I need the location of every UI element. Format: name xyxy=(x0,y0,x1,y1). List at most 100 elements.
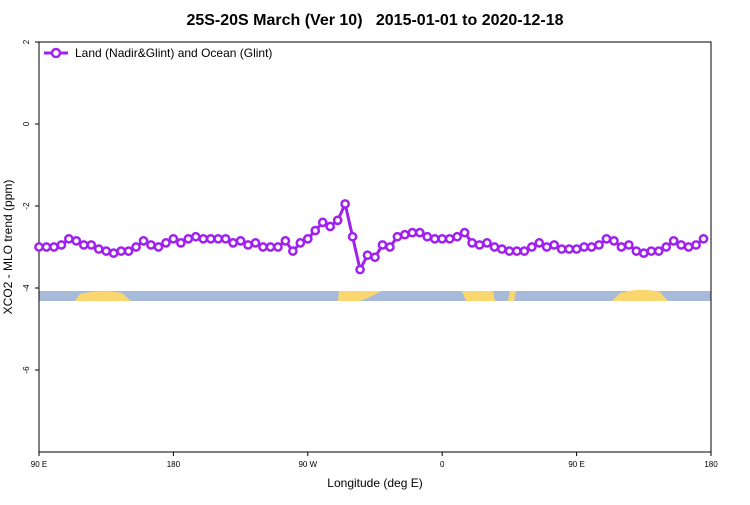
data-point xyxy=(683,242,694,252)
data-point xyxy=(429,233,440,244)
data-point xyxy=(280,236,291,246)
data-point xyxy=(444,233,455,244)
data-point xyxy=(146,240,156,250)
data-point xyxy=(504,246,515,256)
data-point xyxy=(482,238,492,248)
data-point xyxy=(273,242,283,252)
y-tick-label: -2 xyxy=(22,202,31,210)
data-point xyxy=(131,242,141,252)
land xyxy=(338,291,382,301)
y-tick-label: -4 xyxy=(22,284,31,292)
data-point xyxy=(616,242,627,252)
y-tick-label: 2 xyxy=(22,39,31,44)
data-point xyxy=(190,231,201,242)
data-point xyxy=(385,242,395,252)
data-point xyxy=(295,238,306,248)
data-point xyxy=(400,229,410,240)
data-point xyxy=(414,227,425,238)
data-point xyxy=(56,240,67,250)
data-point xyxy=(310,225,321,236)
data-point xyxy=(526,242,537,252)
data-point xyxy=(519,246,530,256)
data-point xyxy=(452,231,462,242)
legend-label: Land (Nadir&Glint) and Ocean (Glint) xyxy=(75,46,272,60)
data-point xyxy=(422,231,433,242)
data-point xyxy=(41,242,52,252)
data-point xyxy=(661,242,672,252)
data-point xyxy=(631,246,642,256)
x-tick-label: 90 W xyxy=(298,460,317,469)
data-point xyxy=(317,217,328,228)
x-tick-label: 90 E xyxy=(31,460,47,469)
data-point xyxy=(512,246,522,256)
land xyxy=(462,291,495,301)
data-point xyxy=(579,242,589,252)
data-point xyxy=(123,246,134,256)
data-point xyxy=(489,242,500,252)
data-point xyxy=(467,238,477,248)
data-point xyxy=(646,246,657,256)
data-point xyxy=(370,252,380,263)
data-point xyxy=(183,233,194,244)
data-point xyxy=(534,238,545,248)
data-point xyxy=(564,244,574,254)
legend-marker xyxy=(50,47,62,59)
data-point xyxy=(474,240,485,250)
data-point xyxy=(459,227,470,238)
data-point xyxy=(541,242,552,252)
data-point xyxy=(198,233,209,244)
data-point xyxy=(586,242,597,252)
data-point xyxy=(243,240,253,250)
data-point xyxy=(220,233,231,244)
data-point xyxy=(101,246,112,256)
data-point xyxy=(676,240,686,250)
data-point xyxy=(377,240,388,250)
data-point xyxy=(340,199,350,209)
land xyxy=(508,291,516,301)
data-point xyxy=(288,246,298,256)
data-point xyxy=(392,231,403,242)
data-point xyxy=(258,242,268,252)
data-point xyxy=(302,233,313,244)
data-point xyxy=(205,233,216,244)
ocean-band xyxy=(39,291,711,301)
y-tick-label: 0 xyxy=(22,121,31,126)
land xyxy=(75,291,131,301)
data-point xyxy=(49,242,59,252)
y-axis-label: XCO2 - MLO trend (ppm) xyxy=(1,180,15,315)
data-point xyxy=(116,246,126,256)
data-point xyxy=(34,242,44,252)
data-point xyxy=(407,227,418,238)
data-point xyxy=(168,233,179,244)
data-point xyxy=(594,240,604,250)
data-point xyxy=(235,236,246,246)
y-tick-label: -6 xyxy=(22,366,31,374)
data-point xyxy=(437,233,448,244)
data-point xyxy=(138,236,149,246)
data-point xyxy=(332,215,343,226)
data-point xyxy=(571,244,582,254)
data-point xyxy=(638,248,649,258)
data-point xyxy=(653,246,664,256)
x-axis-label: Longitude (deg E) xyxy=(327,476,422,490)
data-point xyxy=(153,242,164,252)
land xyxy=(612,289,668,301)
data-point xyxy=(347,231,358,242)
data-point xyxy=(213,233,224,244)
data-point xyxy=(265,242,276,252)
data-point xyxy=(355,264,365,275)
data-point xyxy=(624,240,634,250)
data-point xyxy=(601,233,612,244)
data-point xyxy=(325,221,336,232)
data-point xyxy=(78,240,89,250)
data-point xyxy=(176,238,186,248)
data-point xyxy=(64,233,74,244)
x-tick-label: 180 xyxy=(704,460,718,469)
chart-title: 25S-20S March (Ver 10) 2015-01-01 to 202… xyxy=(186,12,563,29)
data-point xyxy=(549,240,560,250)
x-tick-label: 180 xyxy=(167,460,181,469)
land-ocean-strip xyxy=(39,289,711,301)
data-point xyxy=(86,240,97,250)
data-point xyxy=(698,233,709,244)
data-point xyxy=(609,236,619,246)
